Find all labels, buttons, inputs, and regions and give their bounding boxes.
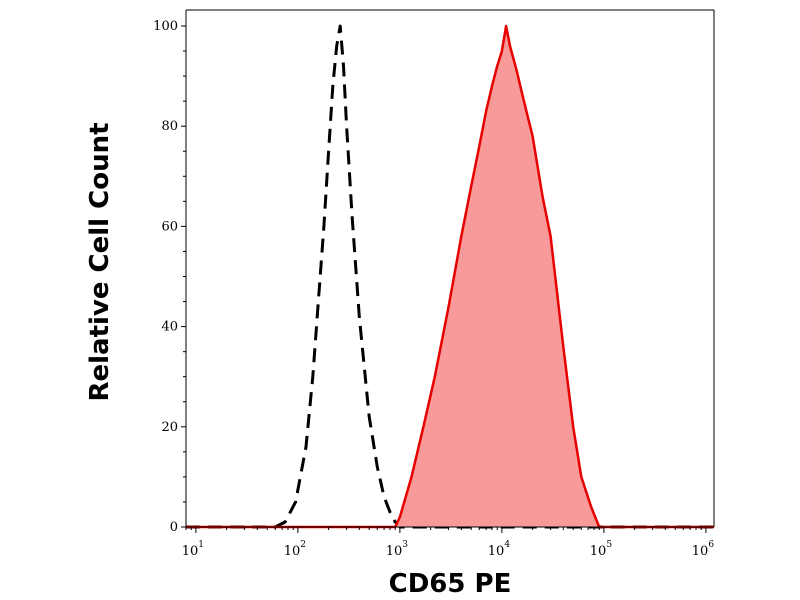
y-tick-label: 100 [153, 19, 178, 34]
x-tick-label: 106 [692, 540, 715, 559]
y-tick-label: 0 [170, 520, 178, 535]
y-axis-title: Relative Cell Count [85, 122, 115, 401]
x-tick-label: 103 [386, 540, 409, 559]
x-axis-title: CD65 PE [389, 569, 512, 599]
x-tick-label: 102 [284, 540, 306, 559]
y-tick-label: 60 [161, 219, 178, 234]
y-tick-label: 40 [161, 320, 178, 335]
x-tick-label: 104 [488, 540, 511, 559]
series-1-area [186, 26, 714, 527]
y-tick-label: 80 [161, 119, 178, 134]
plot-layer [186, 24, 714, 529]
axis-layer: 0 20 40 60 80 100 101 102 103 104 105 106 [153, 9, 715, 559]
y-tick-label: 20 [161, 420, 178, 435]
x-tick-label: 101 [182, 540, 204, 559]
series-0-line [186, 24, 714, 529]
series-1-line [186, 24, 714, 529]
x-tick-label: 105 [590, 540, 613, 559]
